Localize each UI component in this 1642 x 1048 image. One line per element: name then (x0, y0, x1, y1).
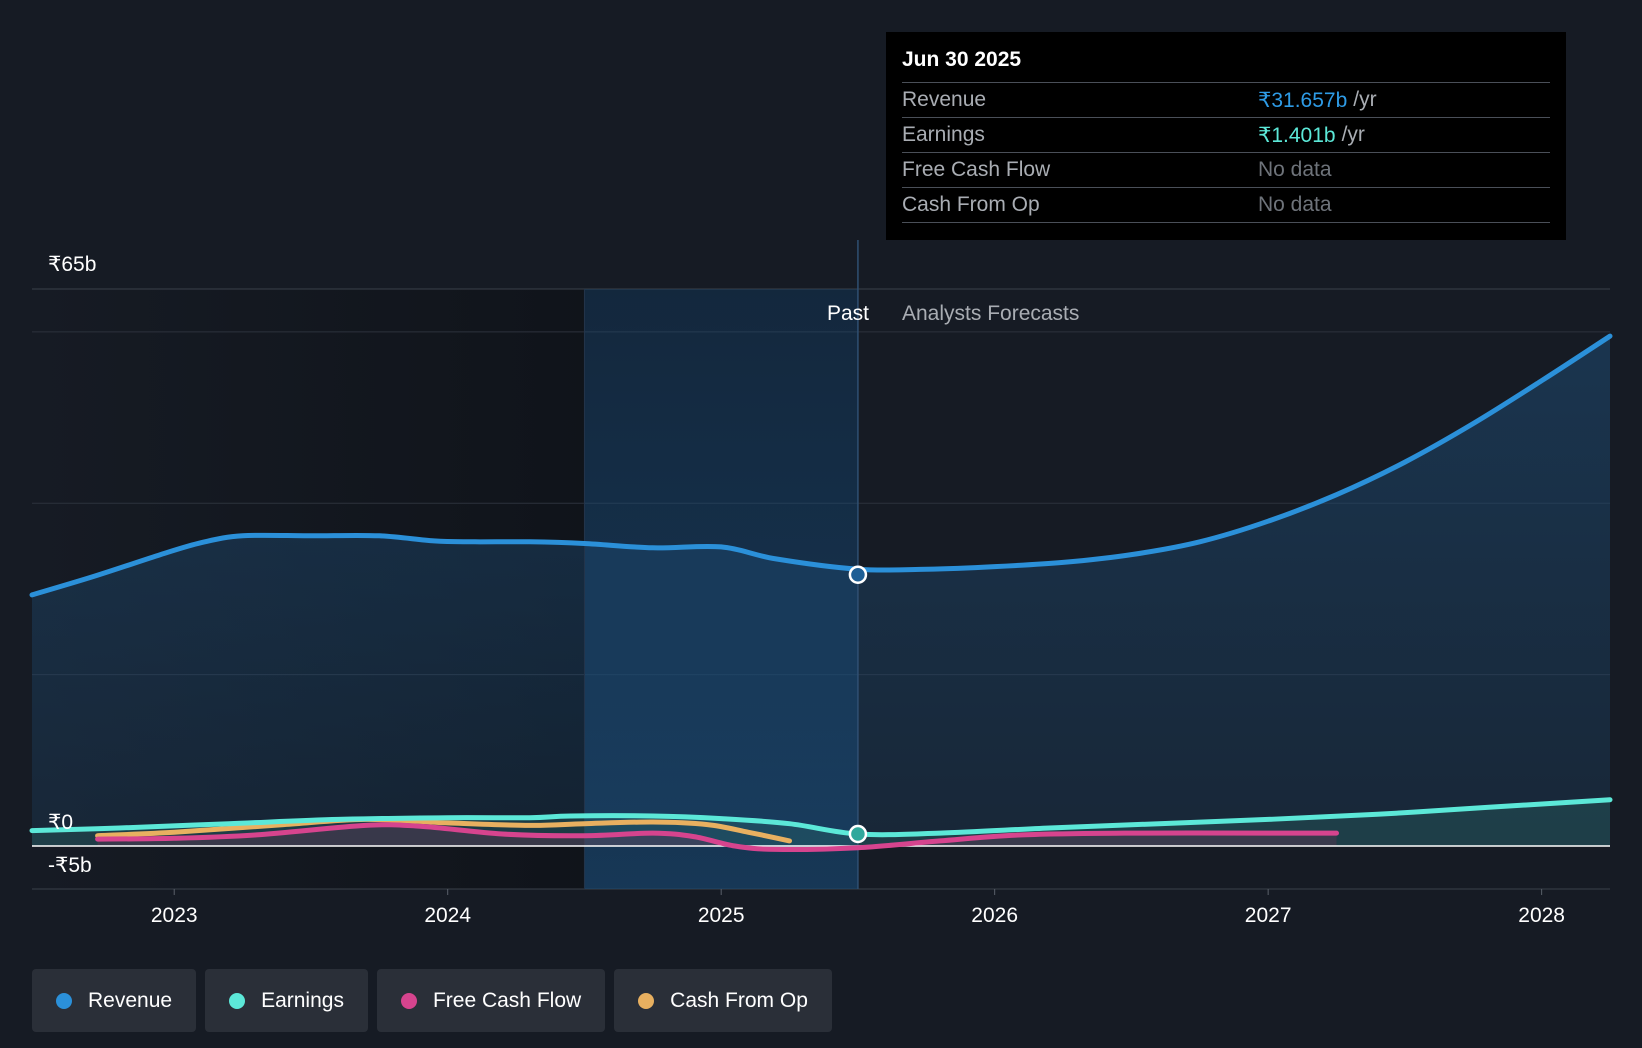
chart-legend: Revenue Earnings Free Cash Flow Cash Fro… (32, 969, 832, 1032)
legend-item-revenue[interactable]: Revenue (32, 969, 197, 1032)
legend-label: Revenue (88, 988, 173, 1012)
tooltip-unit: /yr (1353, 88, 1377, 111)
legend-dot-icon (400, 992, 417, 1009)
revenue-line (29, 333, 1613, 598)
legend-dot-icon (56, 992, 72, 1009)
free-cash-flow-area (97, 824, 1337, 850)
legend-label: Cash From Op (670, 988, 808, 1012)
y-axis-max-label: ₹65b (48, 253, 96, 276)
y-axis-min-label: -₹5b (48, 854, 92, 877)
cash-from-op-line (95, 816, 792, 844)
tooltip-label: Revenue (902, 88, 987, 111)
tooltip-value: ₹1.401b (1258, 123, 1336, 147)
revenue-marker (848, 565, 868, 584)
legend-item-cash-from-op[interactable]: Cash From Op (614, 969, 832, 1032)
highlight-region (584, 289, 858, 889)
x-tick-label: 2023 (151, 904, 198, 927)
legend-dot-icon (638, 992, 655, 1009)
legend-label: Earnings (261, 988, 344, 1012)
legend-item-free-cash-flow[interactable]: Free Cash Flow (376, 969, 606, 1032)
tooltip-label: Earnings (902, 123, 985, 146)
forecast-region-label: Analysts Forecasts (902, 302, 1079, 325)
tooltip-row-earnings: Earnings ₹1.401b /yr (902, 117, 1550, 152)
tooltip-value: ₹31.657b (1258, 88, 1348, 112)
tooltip-value: No data (1258, 193, 1332, 216)
earnings-line (29, 797, 1613, 838)
x-tick-label: 2026 (971, 904, 1018, 927)
x-tick-label: 2027 (1245, 904, 1292, 927)
tooltip-row-free-cash-flow: Free Cash Flow No data (902, 152, 1550, 187)
past-region-label: Past (827, 302, 869, 325)
tooltip-unit: /yr (1341, 123, 1365, 146)
legend-item-earnings[interactable]: Earnings (205, 969, 368, 1032)
legend-label: Free Cash Flow (432, 988, 582, 1012)
earnings-marker (848, 824, 868, 844)
hover-tooltip: Jun 30 2025 Revenue ₹31.657b /yr Earning… (886, 32, 1566, 240)
tooltip-label: Free Cash Flow (902, 158, 1051, 181)
x-tick-label: 2025 (698, 904, 745, 927)
free-cash-flow-line (95, 822, 1339, 852)
legend-dot-icon (229, 992, 246, 1009)
tooltip-row-revenue: Revenue ₹31.657b /yr (902, 82, 1550, 117)
y-axis-zero-label: ₹0 (48, 811, 73, 834)
tooltip-label: Cash From Op (902, 193, 1040, 216)
x-tick-label: 2028 (1518, 904, 1565, 927)
tooltip-row-cash-from-op: Cash From Op No data (902, 187, 1550, 223)
x-tick-label: 2024 (424, 904, 471, 927)
tooltip-value: No data (1258, 158, 1332, 181)
tooltip-date: Jun 30 2025 (902, 48, 1022, 71)
